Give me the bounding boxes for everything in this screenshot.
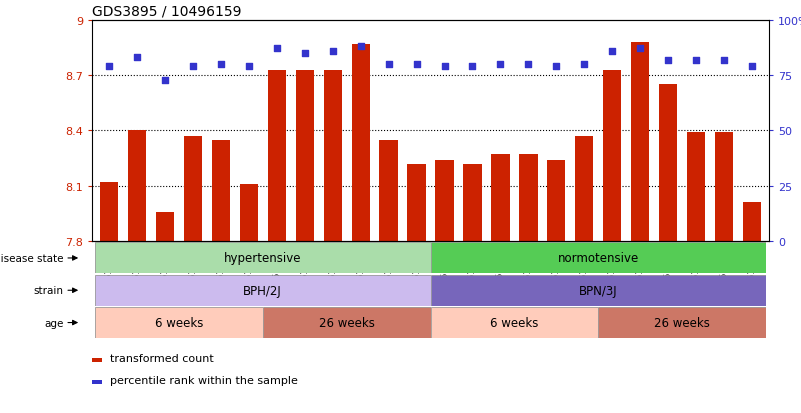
Bar — [547, 161, 566, 242]
Point — [690, 57, 702, 64]
Bar — [100, 183, 118, 242]
Point — [382, 62, 395, 68]
Bar — [519, 155, 537, 242]
Bar — [380, 140, 397, 242]
Bar — [296, 70, 314, 242]
Text: BPN/3J: BPN/3J — [579, 284, 618, 297]
Point — [243, 64, 256, 70]
Bar — [491, 155, 509, 242]
Point — [326, 48, 339, 55]
Bar — [239, 185, 258, 242]
Bar — [324, 70, 342, 242]
Text: 6 weeks: 6 weeks — [155, 316, 203, 329]
Point — [522, 62, 535, 68]
Bar — [464, 164, 481, 242]
Text: percentile rank within the sample: percentile rank within the sample — [111, 375, 298, 385]
Bar — [408, 164, 425, 242]
Bar — [715, 133, 733, 242]
Text: hypertensive: hypertensive — [224, 252, 301, 265]
Text: GDS3895 / 10496159: GDS3895 / 10496159 — [92, 4, 242, 18]
Point — [550, 64, 563, 70]
Bar — [575, 137, 594, 242]
Point — [606, 48, 618, 55]
Bar — [128, 131, 146, 242]
Bar — [155, 212, 174, 242]
Point — [270, 46, 283, 53]
Point — [634, 46, 646, 53]
Bar — [603, 70, 622, 242]
Point — [410, 62, 423, 68]
Text: BPH/2J: BPH/2J — [244, 284, 282, 297]
Point — [578, 62, 591, 68]
Text: age: age — [44, 318, 63, 328]
Point — [746, 64, 759, 70]
Point — [466, 64, 479, 70]
Point — [494, 62, 507, 68]
Text: disease state: disease state — [0, 253, 63, 263]
Bar — [183, 137, 202, 242]
Point — [131, 55, 143, 62]
Text: transformed count: transformed count — [111, 353, 214, 363]
Bar — [687, 133, 706, 242]
Bar — [659, 85, 678, 242]
Bar — [436, 161, 453, 242]
Text: normotensive: normotensive — [557, 252, 639, 265]
Bar — [92, 358, 103, 362]
Point — [718, 57, 731, 64]
Text: 6 weeks: 6 weeks — [490, 316, 538, 329]
Point — [187, 64, 199, 70]
Bar — [743, 203, 761, 242]
Text: strain: strain — [34, 285, 63, 296]
Text: 26 weeks: 26 weeks — [654, 316, 710, 329]
Point — [298, 50, 311, 57]
Text: 26 weeks: 26 weeks — [319, 316, 375, 329]
Bar — [631, 43, 650, 242]
Point — [159, 77, 171, 83]
Point — [103, 64, 115, 70]
Point — [354, 44, 367, 50]
Point — [215, 62, 227, 68]
Bar — [211, 140, 230, 242]
Bar — [92, 380, 103, 385]
Bar — [268, 70, 286, 242]
Point — [662, 57, 674, 64]
Point — [438, 64, 451, 70]
Bar — [352, 45, 370, 242]
